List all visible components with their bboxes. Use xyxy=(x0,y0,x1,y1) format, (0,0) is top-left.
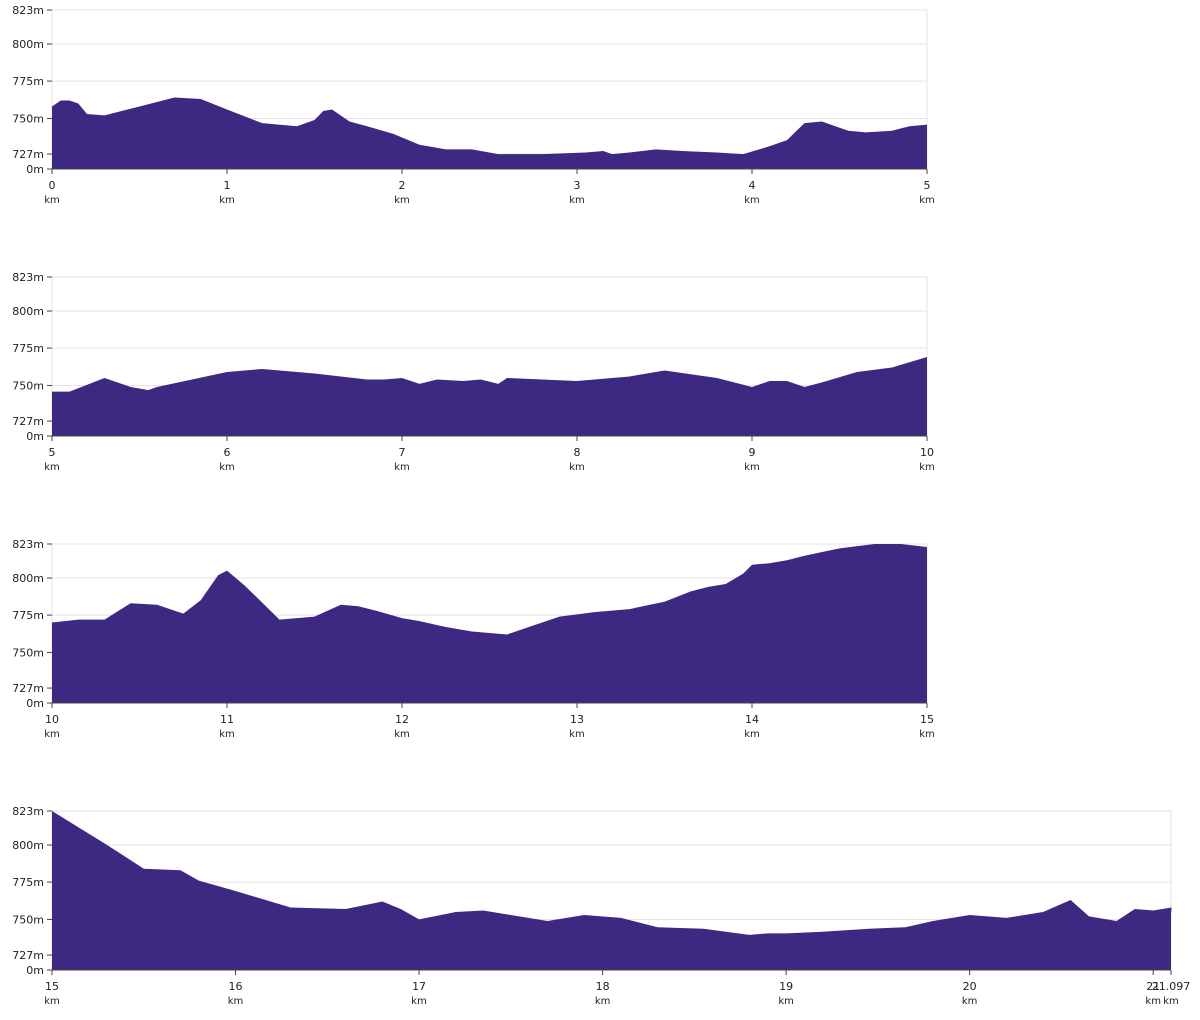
x-tick-label: 16 xyxy=(229,980,243,993)
x-tick-unit-label: km xyxy=(744,729,760,740)
x-tick-label: 19 xyxy=(779,980,793,993)
x-tick-unit-label: km xyxy=(219,195,235,206)
x-tick-label: 3 xyxy=(574,179,581,192)
x-tick-label: 13 xyxy=(570,713,584,726)
x-tick-unit-label: km xyxy=(219,462,235,473)
x-tick-label: 5 xyxy=(49,446,56,459)
x-tick-unit-label: km xyxy=(1145,996,1161,1007)
x-tick-unit-label: km xyxy=(919,729,935,740)
y-tick-label: 775m xyxy=(12,609,44,622)
x-tick-unit-label: km xyxy=(919,195,935,206)
y-tick-label: 823m xyxy=(12,271,44,284)
y-tick-label: 0m xyxy=(26,163,44,176)
x-tick-unit-label: km xyxy=(744,462,760,473)
y-tick-label: 800m xyxy=(12,38,44,51)
x-tick-label: 4 xyxy=(749,179,756,192)
y-tick-label: 0m xyxy=(26,697,44,710)
x-tick-label: 1 xyxy=(224,179,231,192)
x-tick-label: 17 xyxy=(412,980,426,993)
x-tick-unit-label: km xyxy=(569,195,585,206)
y-tick-label: 775m xyxy=(12,75,44,88)
elevation-area xyxy=(52,97,927,169)
x-tick-unit-label: km xyxy=(228,996,244,1007)
y-tick-label: 775m xyxy=(12,342,44,355)
elevation-chart-3: 0m 727m 750m 775m 800m 823m 10 km 11 km 12 km 13 km 14… xyxy=(12,538,934,740)
x-tick-unit-label: km xyxy=(394,462,410,473)
y-tick-label: 800m xyxy=(12,839,44,852)
y-tick-label: 0m xyxy=(26,430,44,443)
y-tick-label: 750m xyxy=(12,646,44,659)
elevation-chart-1: 0m 727m 750m 775m 800m 823m 0 km 1 km 2 km 3 km 4 km 5 km xyxy=(12,4,934,206)
elevation-area xyxy=(52,811,1172,970)
x-tick-label: 21.097 xyxy=(1152,980,1191,993)
x-tick-label: 14 xyxy=(745,713,759,726)
x-tick-label: 20 xyxy=(963,980,977,993)
y-tick-label: 0m xyxy=(26,964,44,977)
y-tick-label: 823m xyxy=(12,4,44,17)
x-tick-label: 7 xyxy=(399,446,406,459)
y-tick-label: 750m xyxy=(12,379,44,392)
elevation-area xyxy=(52,544,927,703)
x-tick-unit-label: km xyxy=(44,195,60,206)
elevation-chart-4: 0m 727m 750m 775m 800m 823m 15 km 16 km 17 km 18 km 19… xyxy=(12,805,1190,1007)
y-tick-label: 800m xyxy=(12,305,44,318)
x-tick-label: 6 xyxy=(224,446,231,459)
x-tick-label: 9 xyxy=(749,446,756,459)
y-tick-label: 727m xyxy=(12,682,44,695)
x-tick-label: 15 xyxy=(45,980,59,993)
x-tick-label: 10 xyxy=(45,713,59,726)
x-tick-label: 2 xyxy=(399,179,406,192)
y-tick-label: 823m xyxy=(12,538,44,551)
x-tick-unit-label: km xyxy=(962,996,978,1007)
x-tick-unit-label: km xyxy=(569,462,585,473)
x-tick-label: 18 xyxy=(596,980,610,993)
x-tick-unit-label: km xyxy=(919,462,935,473)
y-tick-label: 727m xyxy=(12,415,44,428)
x-tick-unit-label: km xyxy=(744,195,760,206)
x-tick-unit-label: km xyxy=(778,996,794,1007)
x-tick-label: 10 xyxy=(920,446,934,459)
y-tick-label: 727m xyxy=(12,949,44,962)
elevation-chart-2: 0m 727m 750m 775m 800m 823m 5 km 6 km 7 km 8 km 9 km 10 k… xyxy=(12,271,934,473)
y-tick-label: 727m xyxy=(12,148,44,161)
x-tick-unit-label: km xyxy=(44,462,60,473)
y-tick-label: 800m xyxy=(12,572,44,585)
x-tick-label: 12 xyxy=(395,713,409,726)
x-tick-unit-label: km xyxy=(595,996,611,1007)
y-tick-label: 775m xyxy=(12,876,44,889)
x-tick-unit-label: km xyxy=(44,996,60,1007)
y-tick-label: 750m xyxy=(12,913,44,926)
x-tick-label: 5 xyxy=(924,179,931,192)
x-tick-unit-label: km xyxy=(411,996,427,1007)
x-tick-unit-label: km xyxy=(219,729,235,740)
x-tick-unit-label: km xyxy=(44,729,60,740)
x-tick-label: 21 xyxy=(1146,980,1160,993)
x-tick-label: 0 xyxy=(49,179,56,192)
x-tick-unit-label: km xyxy=(394,729,410,740)
y-tick-label: 750m xyxy=(12,112,44,125)
x-tick-label: 8 xyxy=(574,446,581,459)
x-tick-label: 15 xyxy=(920,713,934,726)
x-tick-unit-label: km xyxy=(394,195,410,206)
x-tick-unit-label: km xyxy=(1163,996,1179,1007)
x-tick-label: 11 xyxy=(220,713,234,726)
elevation-area xyxy=(52,357,927,436)
y-tick-label: 823m xyxy=(12,805,44,818)
x-tick-unit-label: km xyxy=(569,729,585,740)
